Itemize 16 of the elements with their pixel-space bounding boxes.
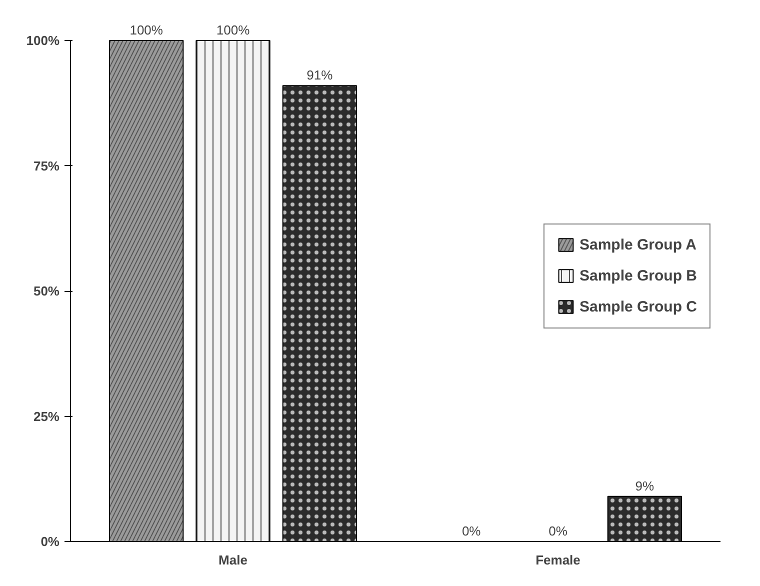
y-tick-label: 25% xyxy=(33,408,60,424)
data-label: 100% xyxy=(130,22,164,38)
x-tick-label: Male xyxy=(218,552,248,568)
data-label: 100% xyxy=(216,22,250,38)
data-label: 0% xyxy=(462,524,482,538)
y-tick-label: 0% xyxy=(40,534,60,549)
data-label: 9% xyxy=(635,478,654,494)
data-label: 0% xyxy=(548,524,568,538)
legend-label: Sample Group C xyxy=(579,298,697,315)
legend-label: Sample Group A xyxy=(579,236,696,253)
y-tick-label: 50% xyxy=(33,284,60,299)
y-tick-label: 100% xyxy=(26,33,60,48)
x-tick-label: Female xyxy=(536,552,580,568)
data-label: 91% xyxy=(306,68,334,83)
legend-label: Sample Group B xyxy=(579,267,697,284)
y-tick-label: 75% xyxy=(33,158,60,174)
